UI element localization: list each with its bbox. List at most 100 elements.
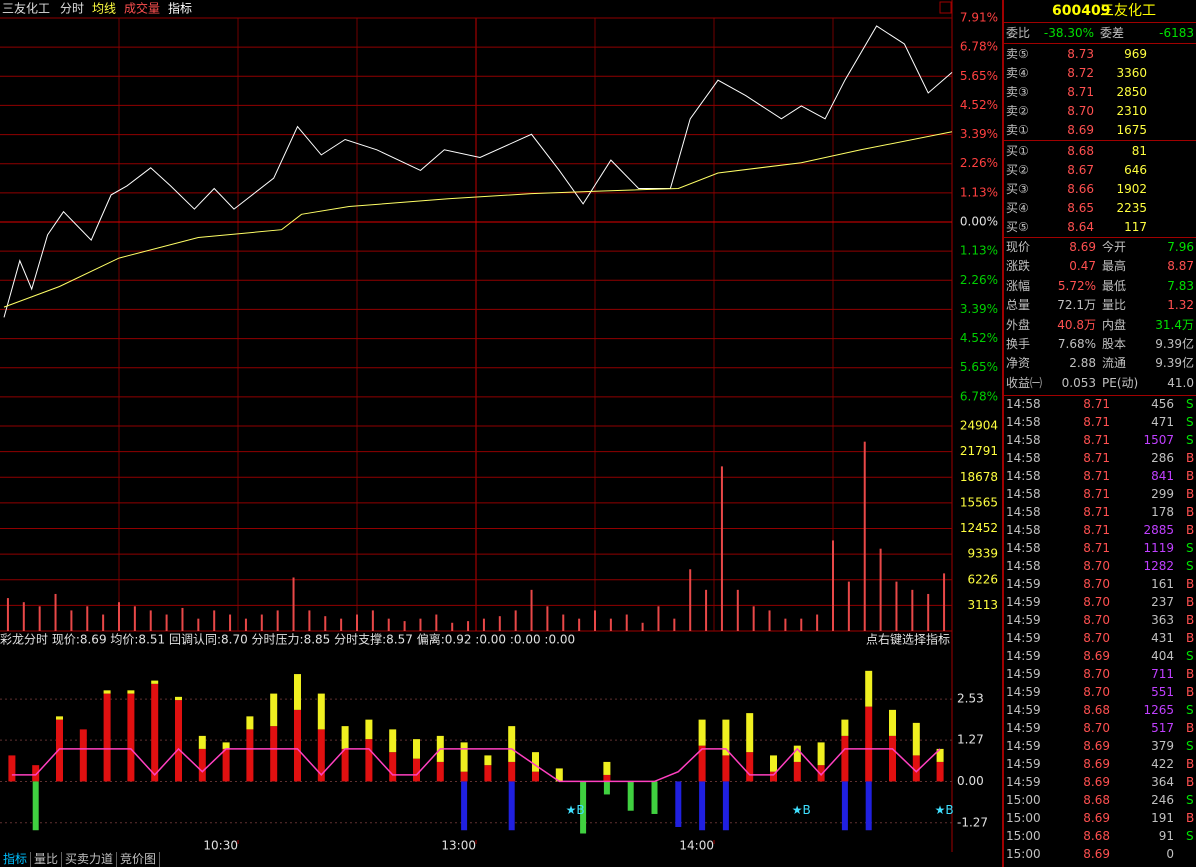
stat-label: 内盘 [1102,317,1127,332]
volume-bar [324,616,327,631]
stat-value: 0.47 [1069,259,1096,274]
volume-bar [102,614,105,631]
red-bar [912,755,920,782]
intraday-chart: 三友化工 分时 均线 成交量 指标 7.91% 6.78% 5.65% 4.52% 3.39% 2.… [0,0,998,853]
trade-volume: 178 [1151,505,1174,519]
separator [1004,140,1196,141]
yellow-bar [817,742,825,766]
negative-bar [841,781,848,831]
book-label: 买④ [1006,201,1029,215]
y-tick-label: 6.78% [960,40,998,54]
book-price: 8.69 [1067,123,1094,137]
yellow-bar [198,735,206,749]
toolbar-item[interactable]: 成交量 [124,1,160,16]
book-volume: 2310 [1116,104,1147,118]
volume-bar [800,618,803,631]
trade-time: 14:58 [1006,433,1041,447]
separator [1004,395,1196,396]
toolbar-item[interactable]: 分时 [60,2,84,16]
trade-price: 8.71 [1083,469,1110,483]
volume-bar [482,618,485,631]
volume-bar [752,606,755,631]
yellow-bar [508,726,516,762]
stat-value: 8.87 [1167,259,1194,274]
trade-price: 8.71 [1083,451,1110,465]
volume-bar [689,569,692,631]
book-volume: 117 [1124,220,1147,234]
stat-label: 净资 [1006,356,1031,371]
stat-value: 5.72% [1057,278,1096,293]
y-tick-label: 3113 [967,598,998,612]
trade-volume: 246 [1151,793,1174,807]
trade-price: 8.71 [1083,397,1110,411]
volume-bar [784,618,787,631]
trade-side: B [1186,631,1195,645]
book-price: 8.71 [1067,85,1094,99]
yellow-bar [865,670,873,707]
book-volume: 2235 [1116,201,1147,215]
red-bar [746,752,754,782]
yellow-bar [555,768,563,782]
negative-bar [651,781,658,814]
tab[interactable]: 量比 [31,852,63,867]
trade-side: B [1186,775,1195,789]
tab[interactable]: 买卖力道 [62,852,118,867]
stat-value: 9.39亿 [1155,356,1194,371]
negative-bar [32,781,39,831]
volume-bar [70,610,73,631]
trade-time: 14:59 [1006,721,1041,735]
y-tick-label: 0.00% [960,215,998,229]
trade-volume: 2885 [1143,523,1174,537]
volume-bar [514,610,517,631]
separator [1004,43,1196,44]
ratio-label: 委比 [1006,26,1031,40]
book-price: 8.70 [1067,104,1094,118]
yellow-bar [746,713,754,753]
tab[interactable]: 竞价图 [117,852,161,867]
trade-price: 8.69 [1083,847,1110,861]
stat-value: 40.8万 [1057,317,1096,332]
volume-bar [657,606,660,631]
trade-price: 8.68 [1083,703,1110,717]
price-line [3,25,953,318]
book-volume: 1902 [1116,182,1147,196]
stat-value: 72.1万 [1057,298,1096,313]
stat-value: 8.69 [1069,240,1096,254]
trade-time: 14:58 [1006,505,1041,519]
toolbar-item[interactable]: 均线 [92,2,116,16]
trade-price: 8.70 [1083,559,1110,573]
trade-volume: 456 [1151,397,1174,411]
negative-bar [508,781,515,831]
stat-value: 1.32 [1167,298,1194,313]
y-tick-label: 9339 [967,547,998,561]
y-tick-label: 15565 [960,495,998,509]
volume-bar [625,614,628,631]
volume-bar [118,602,120,631]
toolbar-item[interactable]: 指标 [168,1,192,16]
stat-label: 今开 [1102,240,1127,254]
yellow-bar [246,716,254,730]
ratio-value: -38.30% [1043,26,1094,40]
trade-price: 8.68 [1083,829,1110,843]
red-bar [698,745,706,782]
volume-bar [816,614,819,631]
negative-bar [865,781,872,831]
book-price: 8.67 [1067,163,1094,177]
trade-volume: 237 [1151,595,1174,609]
volume-bar [260,614,263,631]
y-tick-label: 24904 [960,419,998,433]
book-label: 卖① [1006,123,1029,137]
book-volume: 3360 [1116,66,1147,80]
y-tick-label: 5.65% [960,69,998,83]
tab[interactable]: 指标 [0,852,32,867]
volume-bar [768,610,771,631]
red-bar [8,755,16,782]
stock-name: 三友化工 [1100,3,1156,19]
red-bar [413,758,420,782]
book-price: 8.73 [1067,47,1094,61]
trade-time: 14:58 [1006,451,1041,465]
y-tick-label: 2.26% [960,273,998,287]
ratio-value: -6183 [1159,26,1194,40]
trade-time: 14:59 [1006,595,1041,609]
